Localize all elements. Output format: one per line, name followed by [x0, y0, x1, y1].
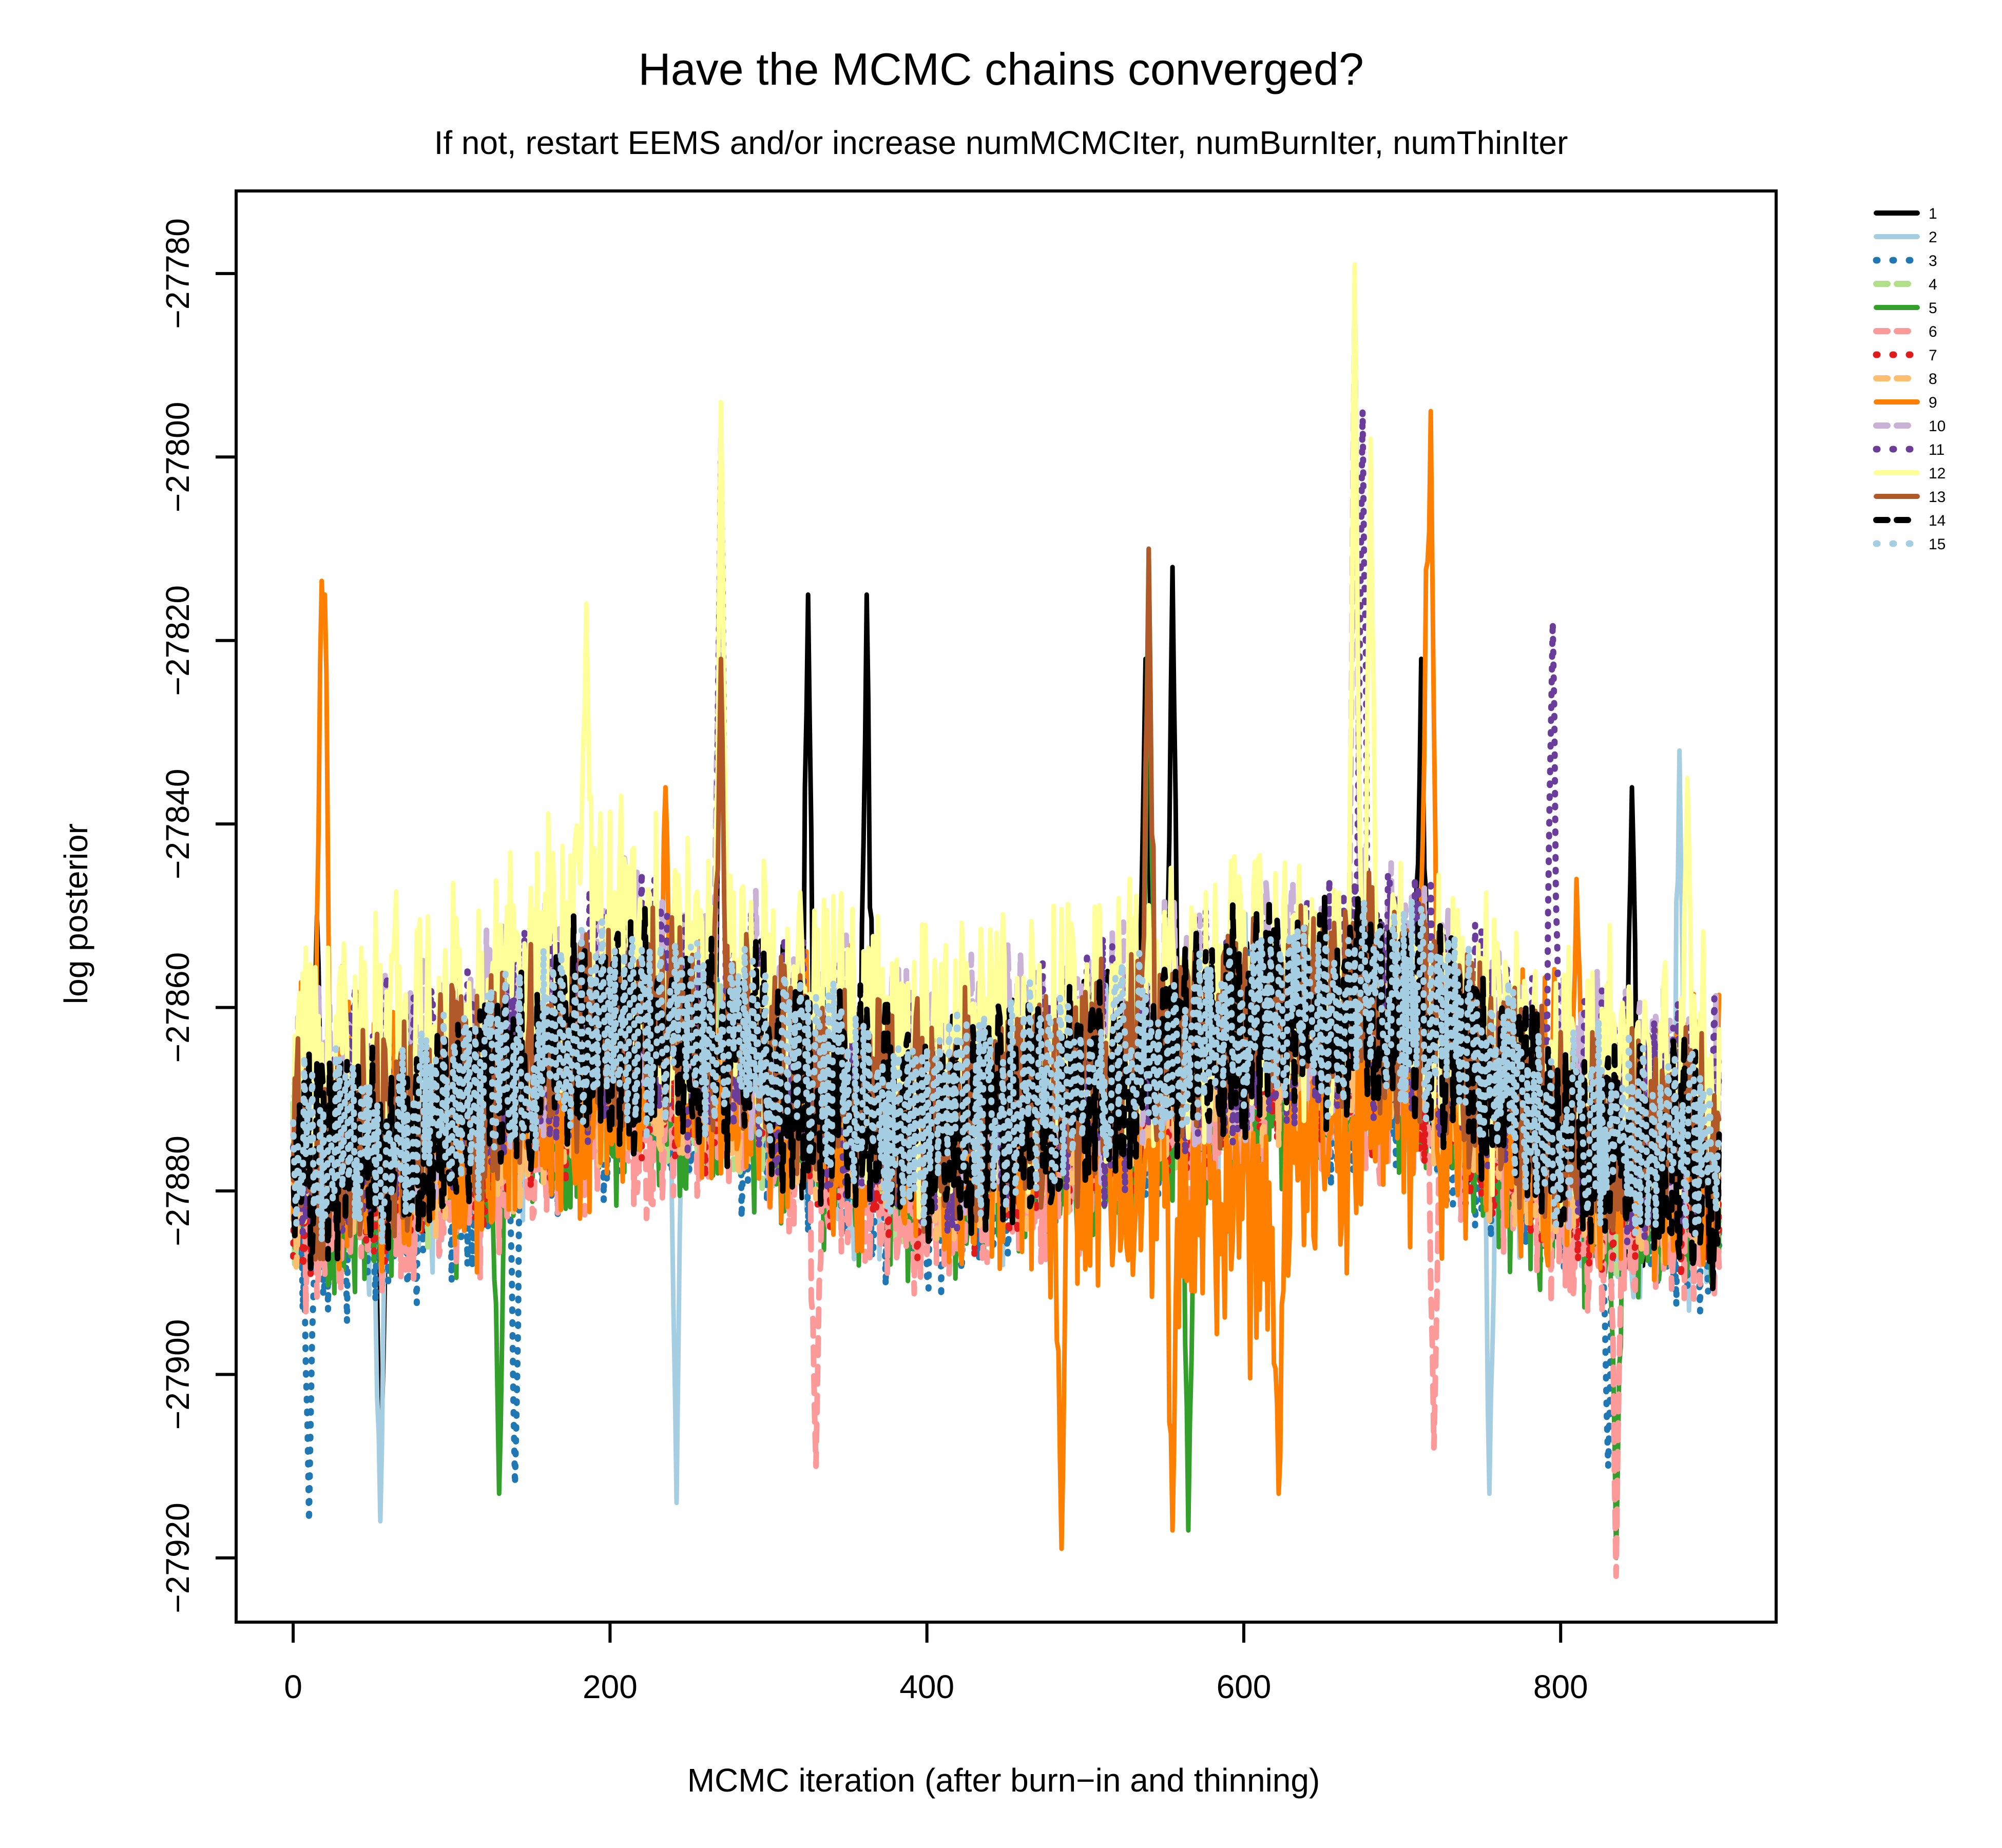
axes-layer: 0 200 400 600 800 −27780 −27800 −27820 −27840 −27… [159, 189, 1778, 1705]
series-11-line [290, 408, 1722, 1246]
y-tick-label: −27780 [159, 218, 196, 329]
x-tick-label: 200 [583, 1668, 638, 1705]
legend-label-3: 3 [1929, 253, 1937, 270]
y-tick-label: −27920 [159, 1503, 196, 1613]
legend-label-4: 4 [1929, 276, 1937, 293]
legend-label-13: 13 [1929, 489, 1946, 506]
legend-label-2: 2 [1929, 229, 1937, 246]
y-tick-label: −27880 [159, 1135, 196, 1246]
y-tick-label: −27860 [159, 952, 196, 1063]
series-7-line [290, 938, 1722, 1280]
legend-label-14: 14 [1929, 512, 1946, 529]
y-tick-label: −27820 [159, 585, 196, 696]
y-tick-label: −27840 [159, 769, 196, 879]
y-axis-label: log posterior [57, 823, 94, 1004]
legend-label-6: 6 [1929, 323, 1937, 340]
legend-label-1: 1 [1929, 205, 1937, 222]
legend-label-11: 11 [1929, 441, 1945, 458]
legend-label-15: 15 [1929, 536, 1946, 553]
plot-frame [235, 189, 1778, 1624]
legend-label-7: 7 [1929, 347, 1937, 364]
y-tick-label: −27800 [159, 402, 196, 512]
y-tick-label: −27900 [159, 1319, 196, 1430]
legend-label-10: 10 [1929, 418, 1946, 435]
legend-label-5: 5 [1929, 300, 1937, 317]
chart-subtitle: If not, restart EEMS and/or increase num… [434, 124, 1568, 161]
legend-label-8: 8 [1929, 371, 1937, 388]
x-tick-label: 600 [1217, 1668, 1272, 1705]
x-tick-label: 400 [899, 1668, 954, 1705]
series-15-line [290, 896, 1722, 1247]
legend-label-9: 9 [1929, 394, 1937, 411]
legend-label-12: 12 [1929, 465, 1946, 482]
x-tick-label: 0 [284, 1668, 302, 1705]
x-tick-label: 800 [1533, 1668, 1588, 1705]
series-layer [290, 262, 1722, 1580]
x-axis-label: MCMC iteration (after burn−in and thinni… [687, 1762, 1320, 1799]
chart-title: Have the MCMC chains converged? [638, 44, 1364, 94]
